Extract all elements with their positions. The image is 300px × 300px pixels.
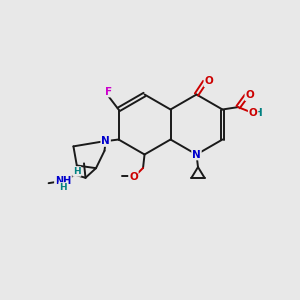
Text: O: O (245, 90, 254, 100)
Text: F: F (105, 86, 112, 97)
Text: O: O (129, 172, 138, 182)
Text: N: N (192, 149, 201, 160)
Text: H: H (59, 183, 67, 192)
Text: N: N (101, 136, 110, 146)
Text: H: H (254, 107, 262, 118)
Text: NH: NH (55, 176, 71, 186)
Text: O: O (249, 108, 257, 118)
Text: H: H (73, 167, 81, 176)
Text: O: O (204, 76, 213, 86)
